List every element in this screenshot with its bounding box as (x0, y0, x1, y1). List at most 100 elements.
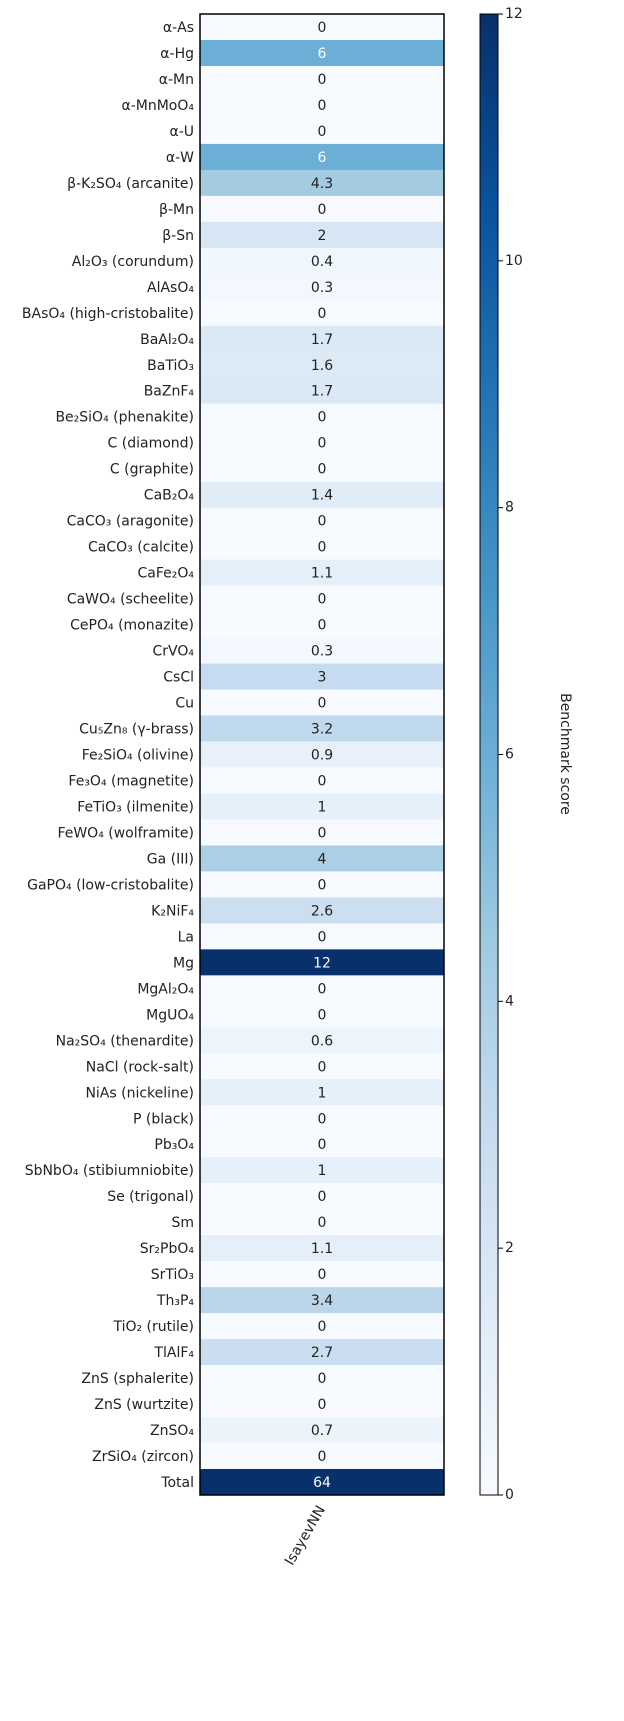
y-tick-label: SbNbO₄ (stibiumniobite) (25, 1163, 194, 1179)
cell-label: 1.1 (311, 1241, 333, 1257)
y-tick-label: CePO₄ (monazite) (70, 618, 194, 634)
y-tick-label: α-MnMoO₄ (121, 98, 194, 114)
colorbar-tick-label: 8 (505, 500, 514, 516)
cell-label: 0 (318, 436, 327, 452)
cell (200, 949, 444, 976)
cell-label: 1 (318, 1163, 327, 1179)
colorbar-tick-label: 6 (505, 747, 514, 763)
y-tick-label: Sm (171, 1215, 194, 1231)
cell (200, 377, 444, 405)
y-tick-label: TiO₂ (rutile) (112, 1319, 194, 1335)
y-tick-label: CaWO₄ (scheelite) (67, 592, 194, 608)
y-tick-label: α-U (169, 124, 194, 140)
cell-label: 1.7 (311, 332, 333, 348)
cell (200, 1391, 444, 1418)
y-tick-label: CsCl (163, 670, 194, 686)
y-tick-label: α-As (163, 20, 194, 36)
cell (200, 1001, 444, 1028)
cell-label: 64 (313, 1475, 331, 1491)
y-tick-label: TlAlF₄ (153, 1345, 194, 1361)
cell (200, 559, 444, 586)
cell (200, 663, 444, 690)
y-tick-label: β-Sn (162, 228, 194, 244)
cell (200, 585, 444, 612)
y-tick-label: Al₂O₃ (corundum) (72, 254, 194, 270)
cell-label: 0.4 (311, 254, 333, 270)
cell (200, 689, 444, 716)
cell (200, 273, 444, 301)
cell-label: 6 (318, 150, 327, 166)
colorbar (479, 13, 499, 1496)
cell (200, 39, 444, 67)
cell-label: 0 (318, 514, 327, 530)
cell (200, 1365, 444, 1392)
y-tick-label: Th₃P₄ (156, 1293, 194, 1309)
cell (200, 481, 444, 508)
y-tick-label: MgAl₂O₄ (137, 981, 194, 997)
cell (200, 195, 444, 223)
cell-label: 0 (318, 462, 327, 478)
y-tick-label: α-Hg (160, 46, 194, 62)
cell-label: 0 (318, 1007, 327, 1023)
cell-label: 0 (318, 1137, 327, 1153)
cell (200, 1027, 444, 1054)
cell (200, 507, 444, 534)
y-tick-label: Total (160, 1475, 194, 1491)
cell-label: 0 (318, 592, 327, 608)
cell (200, 611, 444, 638)
cell (200, 299, 444, 327)
cell (200, 429, 444, 457)
cell (200, 1157, 444, 1184)
y-tick-label: Cu (175, 696, 194, 712)
cell-label: 3.2 (311, 722, 333, 738)
y-tick-label: BaAl₂O₄ (140, 332, 194, 348)
y-tick-label: K₂NiF₄ (151, 903, 194, 919)
cell (200, 1053, 444, 1080)
y-tick-label: Fe₂SiO₄ (olivine) (82, 748, 194, 764)
y-tick-label: GaPO₄ (low-cristobalite) (27, 877, 194, 893)
y-tick-label: ZnS (sphalerite) (81, 1371, 194, 1387)
y-tick-label: Se (trigonal) (107, 1189, 194, 1205)
y-tick-label: α-Mn (159, 72, 194, 88)
cell (200, 637, 444, 664)
y-tick-label: CaCO₃ (aragonite) (67, 514, 194, 530)
cell (200, 91, 444, 119)
cell-label: 1 (318, 799, 327, 815)
y-tick-label: C (graphite) (110, 462, 194, 478)
colorbar-tick-label: 0 (505, 1487, 514, 1503)
cell-label: 2.6 (311, 903, 333, 919)
colorbar-label: Benchmark score (557, 693, 573, 815)
y-tick-label: MgUO₄ (146, 1007, 194, 1023)
cell-label: 0 (318, 1267, 327, 1283)
cell-label: 0.6 (311, 1033, 333, 1049)
cell (200, 819, 444, 846)
cell-label: 0.7 (311, 1423, 333, 1439)
cell (200, 169, 444, 197)
cell (200, 871, 444, 898)
cell-label: 0 (318, 410, 327, 426)
cell (200, 1105, 444, 1132)
cell-label: 0.9 (311, 748, 333, 764)
cell-label: 0.3 (311, 644, 333, 660)
cell-label: 0 (318, 825, 327, 841)
cell-label: 1 (318, 1085, 327, 1101)
y-tick-label: C (diamond) (108, 436, 194, 452)
cell-label: 0 (318, 1371, 327, 1387)
y-tick-label: BAsO₄ (high-cristobalite) (22, 306, 194, 322)
cell-label: 6 (318, 46, 327, 62)
cell-label: 0 (318, 124, 327, 140)
cell (200, 897, 444, 924)
cell (200, 221, 444, 249)
cell-label: 1.1 (311, 566, 333, 582)
cell-label: 1.4 (311, 488, 333, 504)
cell (200, 1313, 444, 1340)
y-tick-label: CaCO₃ (calcite) (88, 540, 194, 556)
cell-label: 12 (313, 955, 331, 971)
cell (200, 533, 444, 560)
y-tick-label: ZnS (wurtzite) (94, 1397, 194, 1413)
cell-label: 0 (318, 1319, 327, 1335)
y-tick-label: BaTiO₃ (147, 358, 194, 374)
cell-label: 2.7 (311, 1345, 333, 1361)
cell-label: 4 (318, 851, 327, 867)
cell-label: 0 (318, 1215, 327, 1231)
